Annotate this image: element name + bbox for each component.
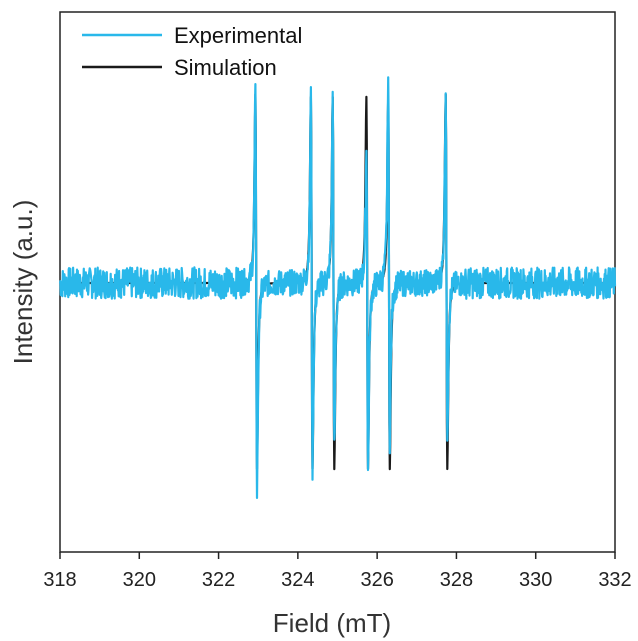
x-tick-label: 320 <box>123 569 156 591</box>
legend-label-experimental: Experimental <box>174 23 302 48</box>
legend-label-simulation: Simulation <box>174 55 277 80</box>
x-axis-title: Field (mT) <box>273 608 391 638</box>
x-tick-label: 330 <box>519 569 552 591</box>
experimental-series-line <box>58 76 617 499</box>
y-axis-title: Intensity (a.u.) <box>8 200 38 365</box>
x-tick-label: 324 <box>281 569 314 591</box>
x-tick-label: 322 <box>202 569 235 591</box>
x-tick-label: 328 <box>440 569 473 591</box>
x-tick-label: 326 <box>360 569 393 591</box>
x-tick-label: 318 <box>43 569 76 591</box>
x-tick-label: 332 <box>598 569 631 591</box>
x-axis: 318 320 322 324 326 328 330 332 <box>43 552 632 591</box>
legend: Experimental Simulation <box>82 23 302 80</box>
